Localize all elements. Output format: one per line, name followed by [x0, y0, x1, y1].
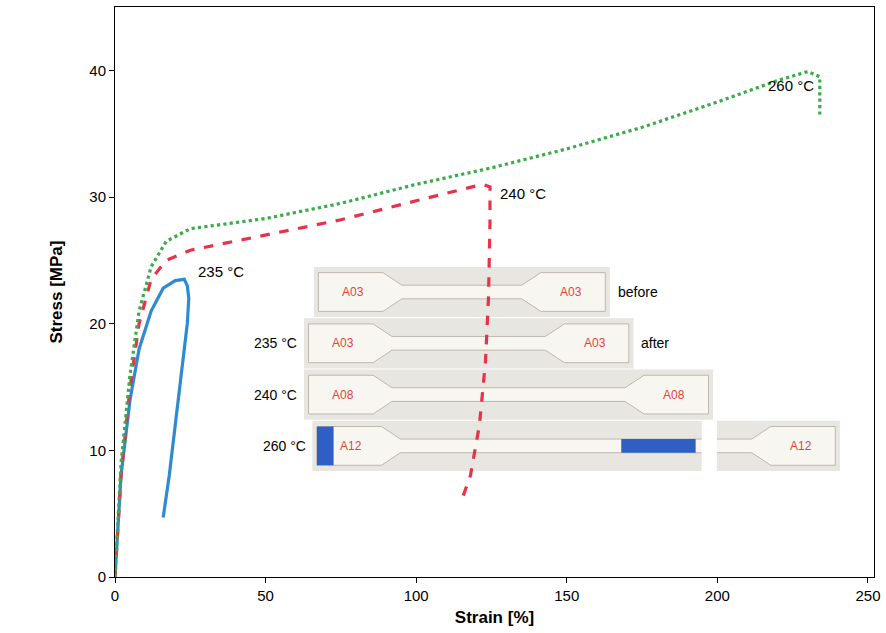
svg-text:10: 10: [89, 442, 106, 459]
svg-text:260 °C: 260 °C: [768, 77, 814, 94]
svg-text:after: after: [641, 335, 669, 351]
svg-text:20: 20: [89, 315, 106, 332]
svg-text:A03: A03: [584, 336, 606, 350]
svg-text:200: 200: [705, 587, 730, 604]
svg-text:235 °C: 235 °C: [198, 263, 244, 280]
svg-text:Stress [MPa]: Stress [MPa]: [47, 241, 66, 344]
svg-text:Strain [%]: Strain [%]: [455, 608, 534, 627]
svg-text:0: 0: [98, 568, 106, 585]
svg-text:260 °C: 260 °C: [263, 438, 306, 454]
svg-text:240 °C: 240 °C: [254, 387, 297, 403]
svg-text:A03: A03: [342, 285, 364, 299]
svg-text:30: 30: [89, 188, 106, 205]
svg-text:235 °C: 235 °C: [254, 335, 297, 351]
svg-text:A03: A03: [560, 285, 582, 299]
svg-text:A12: A12: [790, 439, 812, 453]
svg-text:250: 250: [855, 587, 880, 604]
svg-text:0: 0: [111, 587, 119, 604]
svg-text:A08: A08: [332, 388, 354, 402]
svg-text:before: before: [618, 284, 658, 300]
svg-text:A12: A12: [340, 439, 362, 453]
svg-text:50: 50: [257, 587, 274, 604]
svg-text:150: 150: [554, 587, 579, 604]
svg-text:100: 100: [404, 587, 429, 604]
svg-text:A08: A08: [663, 388, 685, 402]
svg-text:240 °C: 240 °C: [500, 185, 546, 202]
svg-text:40: 40: [89, 62, 106, 79]
svg-text:A03: A03: [332, 336, 354, 350]
